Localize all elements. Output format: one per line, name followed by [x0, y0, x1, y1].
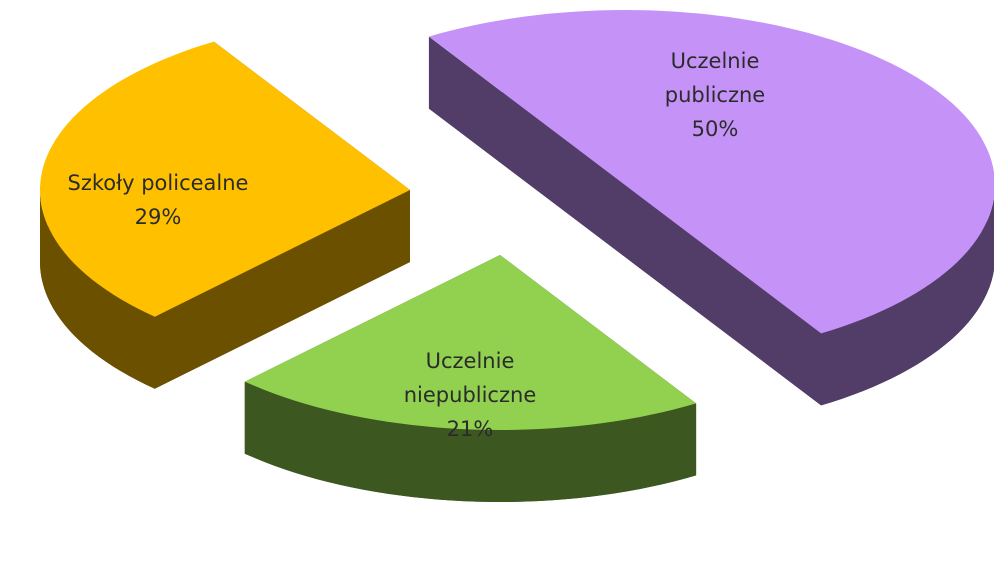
- slice-wall: [244, 381, 697, 502]
- slice: [244, 255, 697, 430]
- slice-side: [154, 190, 410, 389]
- slice-side: [428, 36, 625, 257]
- data-label: Uczelnie niepubliczne 21%: [385, 344, 555, 446]
- category-label: Uczelnie niepubliczne: [403, 349, 537, 407]
- slice-wall: [40, 190, 155, 389]
- data-label: Uczelnie publiczne 50%: [650, 44, 780, 146]
- slice: [428, 10, 994, 334]
- category-label: Uczelnie publiczne: [664, 49, 766, 107]
- data-label: Szkoły policealne 29%: [43, 166, 273, 234]
- slice-wall: [821, 197, 994, 406]
- value-label: 21%: [446, 417, 494, 441]
- value-label: 29%: [134, 205, 182, 229]
- category-label: Szkoły policealne: [67, 171, 249, 195]
- value-label: 50%: [691, 117, 739, 141]
- slice-side: [625, 185, 822, 406]
- slice: [40, 41, 410, 317]
